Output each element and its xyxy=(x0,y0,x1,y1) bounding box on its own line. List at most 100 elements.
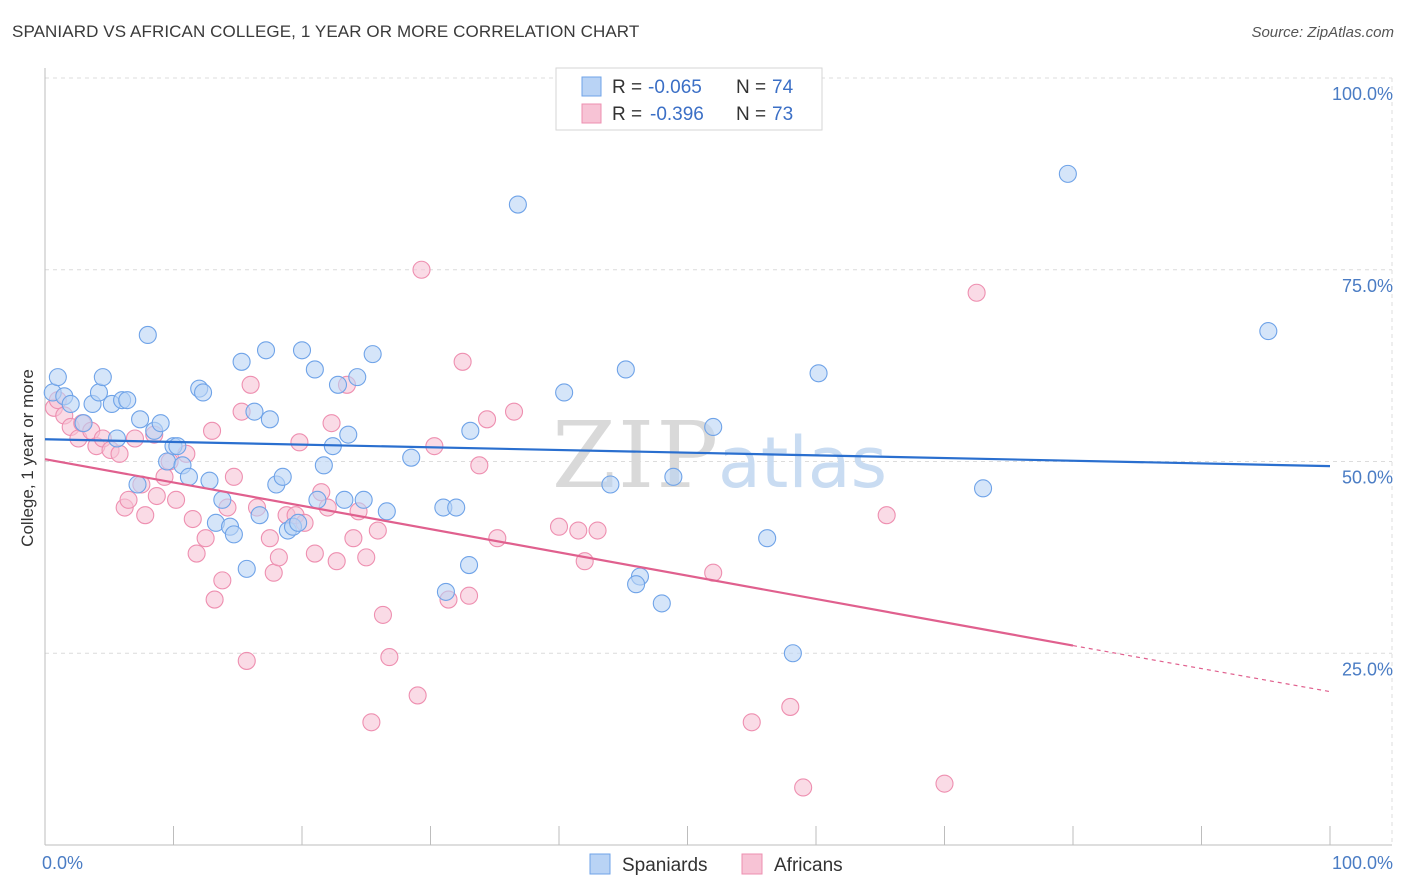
africans-points xyxy=(44,260,986,797)
african-point xyxy=(470,456,489,475)
spaniard-point xyxy=(601,475,620,494)
y-tick-label: 75.0% xyxy=(1342,276,1393,296)
spaniards-trend-line xyxy=(44,438,1331,468)
spaniards-points xyxy=(43,164,1278,663)
spaniard-point xyxy=(168,437,187,456)
legend-label-africans: Africans xyxy=(774,855,843,876)
spaniard-point xyxy=(158,452,177,471)
x-tick-label: 100.0% xyxy=(1332,853,1393,873)
spaniard-point xyxy=(224,525,243,544)
spaniard-point xyxy=(107,429,127,448)
chart-title: SPANIARD VS AFRICAN COLLEGE, 1 YEAR OR M… xyxy=(12,22,640,41)
axes xyxy=(44,68,1392,846)
african-point xyxy=(136,506,155,525)
spaniard-point xyxy=(616,360,635,379)
african-point xyxy=(362,713,381,732)
african-point xyxy=(167,490,186,509)
spaniard-point xyxy=(289,513,308,532)
african-point xyxy=(477,410,497,429)
legend-swatch-africans xyxy=(741,853,763,875)
african-point xyxy=(357,548,376,567)
spaniard-point xyxy=(783,644,802,663)
legend-n-label: N = xyxy=(736,104,766,125)
spaniard-point xyxy=(354,490,373,509)
african-point xyxy=(408,686,427,705)
african-point xyxy=(269,548,288,567)
spaniard-point xyxy=(652,594,671,613)
african-point xyxy=(373,605,393,624)
african-point xyxy=(368,521,387,540)
african-point xyxy=(412,260,431,279)
spaniard-point xyxy=(339,425,358,444)
spaniard-point xyxy=(260,410,279,429)
spaniard-point xyxy=(305,360,324,379)
y-tick-label: 50.0% xyxy=(1342,468,1393,488)
spaniard-point xyxy=(200,471,219,490)
african-point xyxy=(742,713,761,732)
legend-r-value: -0.065 xyxy=(648,77,702,98)
spaniard-point xyxy=(131,410,150,429)
spaniard-point xyxy=(1259,322,1278,341)
spaniard-point xyxy=(213,490,232,509)
spaniard-point xyxy=(461,421,480,440)
spaniard-point xyxy=(335,490,354,509)
african-point xyxy=(119,490,138,509)
legend-r-value: -0.396 xyxy=(650,104,704,125)
spaniard-point xyxy=(328,375,348,394)
spaniard-point xyxy=(447,498,466,517)
spaniard-point xyxy=(138,325,157,344)
spaniard-point xyxy=(664,467,683,486)
spaniard-point xyxy=(194,383,213,402)
y-tick-labels: 25.0% 50.0% 75.0% 100.0% xyxy=(1332,84,1393,679)
african-point xyxy=(187,544,206,563)
correlation-legend: R = -0.065 N = 74 R = -0.396 N = 73 xyxy=(555,67,823,131)
african-point xyxy=(203,421,222,440)
y-tick-label: 100.0% xyxy=(1332,84,1393,104)
spaniard-point xyxy=(508,195,527,214)
spaniard-point xyxy=(627,575,646,594)
spaniard-point xyxy=(237,559,256,578)
african-point xyxy=(344,529,363,548)
spaniard-point xyxy=(93,368,112,387)
spaniard-point xyxy=(179,467,198,486)
african-point xyxy=(877,506,896,525)
y-tick-label: 25.0% xyxy=(1342,659,1393,679)
spaniard-point xyxy=(555,383,574,402)
african-point xyxy=(213,571,232,590)
african-point xyxy=(569,521,588,540)
spaniard-point xyxy=(151,414,170,433)
african-point xyxy=(241,375,260,394)
x-tick-label: 0.0% xyxy=(42,853,83,873)
african-point xyxy=(110,444,129,463)
legend-swatch-spaniards xyxy=(581,76,602,97)
legend-r-label: R = xyxy=(612,77,642,98)
african-point xyxy=(322,414,341,433)
legend-r-label: R = xyxy=(612,104,642,125)
legend-swatch-spaniards xyxy=(589,853,611,875)
african-point xyxy=(264,563,283,582)
african-point xyxy=(504,402,524,421)
legend-n-value: 74 xyxy=(772,77,794,98)
african-point xyxy=(147,486,166,506)
african-point xyxy=(205,590,224,609)
spaniard-point xyxy=(308,490,327,509)
african-point xyxy=(459,586,479,605)
watermark: ZIP atlas xyxy=(552,402,887,509)
spaniard-point xyxy=(256,341,276,360)
spaniard-point xyxy=(292,341,312,360)
spaniard-point xyxy=(973,479,993,498)
legend-swatch-africans xyxy=(581,103,602,124)
african-point xyxy=(260,529,279,548)
spaniard-point xyxy=(1058,164,1077,183)
african-point xyxy=(781,697,800,716)
african-point xyxy=(290,433,309,452)
spaniard-point xyxy=(758,529,777,548)
legend-n-value: 73 xyxy=(772,104,793,125)
spaniard-point xyxy=(273,467,292,486)
african-point xyxy=(224,467,243,486)
spaniard-point xyxy=(704,417,723,437)
african-point xyxy=(237,651,256,670)
spaniard-point xyxy=(436,582,455,601)
african-point xyxy=(380,648,399,667)
